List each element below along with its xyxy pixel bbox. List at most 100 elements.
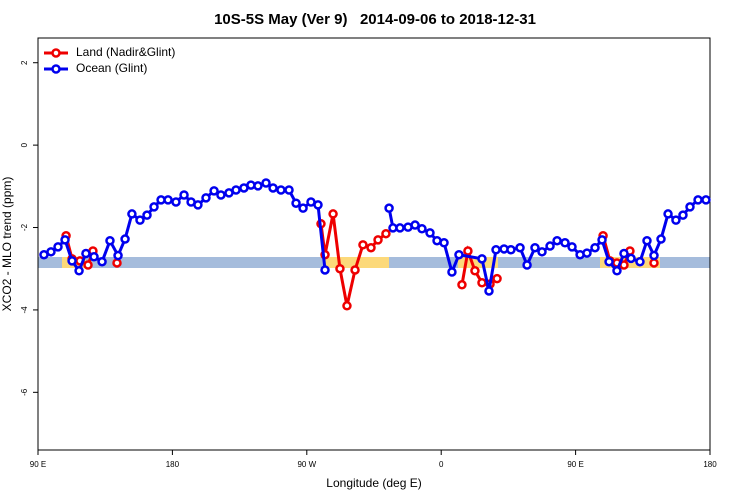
- point: [284, 185, 294, 195]
- legend-marker: [51, 48, 61, 58]
- chart-title: 10S-5S May (Ver 9) 2014-09-06 to 2018-12…: [214, 11, 536, 28]
- point: [685, 202, 695, 212]
- point: [268, 183, 278, 193]
- point: [350, 265, 360, 275]
- point: [298, 203, 308, 213]
- point: [231, 185, 241, 195]
- point: [193, 200, 203, 210]
- point: [46, 247, 56, 257]
- point: [671, 215, 681, 225]
- point: [597, 235, 607, 245]
- point: [113, 250, 123, 261]
- x-tick-label: 90 E: [30, 460, 46, 469]
- point: [366, 242, 376, 253]
- point: [171, 197, 181, 207]
- point: [425, 228, 435, 238]
- point: [663, 209, 673, 219]
- point: [135, 215, 145, 225]
- point: [120, 234, 130, 244]
- point: [604, 256, 614, 267]
- point: [291, 198, 301, 208]
- point: [60, 235, 70, 245]
- point: [342, 301, 352, 311]
- point: [552, 235, 562, 246]
- y-tick-label: 2: [20, 60, 29, 65]
- point: [112, 258, 122, 268]
- point: [545, 241, 555, 251]
- point: [506, 245, 516, 255]
- point: [142, 210, 152, 220]
- point: [276, 185, 286, 195]
- legend-label: Land (Nadir&Glint): [76, 45, 175, 59]
- point: [560, 238, 570, 248]
- point: [492, 273, 502, 284]
- point: [253, 181, 263, 191]
- point: [384, 203, 394, 213]
- point: [149, 202, 159, 212]
- point: [97, 256, 107, 267]
- legend-marker: [51, 64, 61, 74]
- land-band: [458, 257, 498, 268]
- point: [693, 195, 703, 205]
- point: [395, 223, 405, 233]
- point: [381, 228, 391, 239]
- point: [53, 242, 63, 252]
- point: [582, 248, 592, 258]
- point: [313, 200, 323, 210]
- point: [484, 286, 494, 296]
- point: [201, 193, 211, 203]
- point: [127, 209, 137, 219]
- x-tick-label: 0: [439, 460, 444, 469]
- point: [649, 250, 659, 261]
- point: [81, 248, 91, 259]
- point: [179, 190, 189, 200]
- y-tick-label: -2: [20, 223, 29, 231]
- x-tick-label: 180: [703, 460, 717, 469]
- x-tick-label: 90 E: [567, 460, 583, 469]
- point: [619, 248, 629, 259]
- point: [491, 245, 501, 255]
- point: [417, 224, 427, 234]
- point: [335, 263, 345, 274]
- point: [67, 256, 77, 266]
- point: [320, 265, 330, 275]
- plot-frame: [37, 37, 711, 451]
- point: [612, 266, 622, 276]
- point: [537, 247, 547, 257]
- point: [567, 242, 577, 252]
- point: [678, 210, 688, 220]
- point: [590, 242, 600, 253]
- y-axis-label: XCO2 - MLO trend (ppm): [0, 177, 14, 312]
- x-tick-label: 90 W: [297, 460, 316, 469]
- y-tick-label: 0: [20, 142, 29, 147]
- point: [515, 242, 525, 253]
- point: [447, 267, 457, 277]
- point: [328, 209, 338, 219]
- point: [105, 235, 115, 246]
- point: [626, 253, 636, 264]
- point: [439, 238, 449, 248]
- point: [463, 246, 473, 256]
- point: [656, 234, 666, 244]
- point: [74, 266, 84, 276]
- point: [649, 258, 659, 268]
- point: [522, 260, 532, 270]
- point: [373, 235, 383, 245]
- point: [701, 195, 711, 205]
- point: [216, 190, 226, 200]
- point: [209, 186, 219, 196]
- point: [530, 242, 540, 253]
- point: [454, 249, 464, 260]
- y-tick-label: -4: [20, 306, 29, 314]
- point: [261, 178, 271, 188]
- point: [410, 220, 420, 230]
- point: [477, 277, 487, 288]
- point: [83, 260, 93, 270]
- x-tick-label: 180: [166, 460, 180, 469]
- point: [358, 240, 368, 250]
- point: [457, 280, 467, 290]
- point: [89, 252, 99, 262]
- y-tick-label: -6: [20, 388, 29, 396]
